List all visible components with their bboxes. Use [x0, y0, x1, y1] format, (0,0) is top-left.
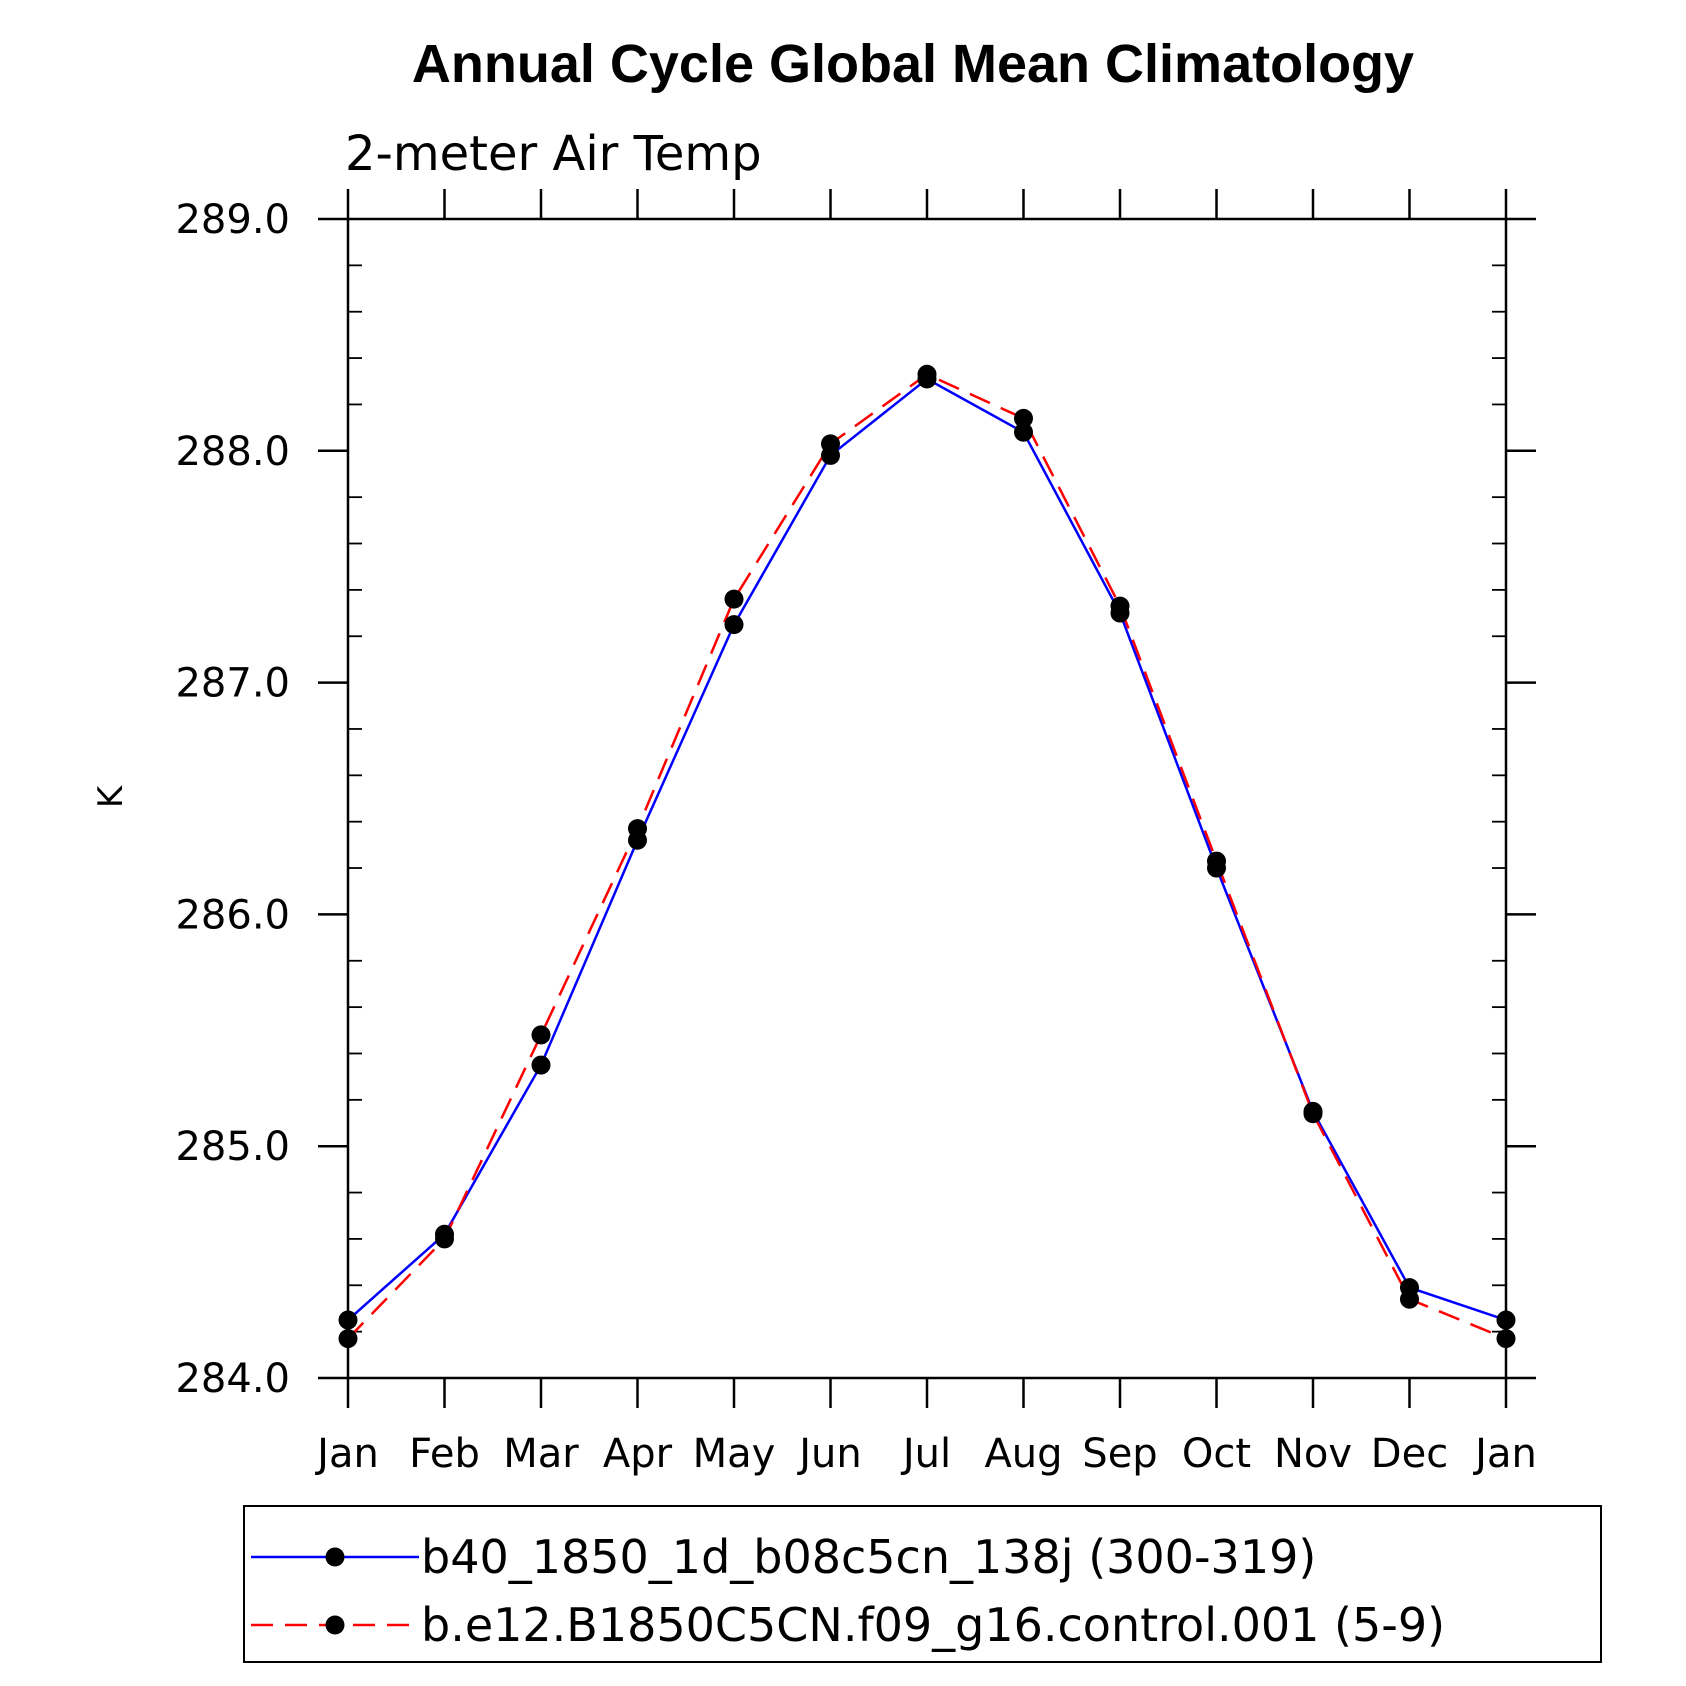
series-2-point: [628, 819, 647, 839]
series-1-point: [1496, 1310, 1516, 1330]
series-2-point: [821, 434, 840, 454]
x-tick-label: Jun: [796, 1431, 862, 1477]
plot-frame: [346, 217, 1508, 1380]
legend-box: [243, 1505, 1602, 1663]
x-tick-label: Jan: [1472, 1431, 1537, 1477]
series-2-point: [435, 1229, 454, 1249]
series-1-point: [338, 1310, 358, 1330]
y-tick-label: 285.0: [175, 1124, 290, 1170]
series-1-point: [1014, 422, 1033, 442]
y-tick-label: 287.0: [175, 661, 290, 707]
legend-label-2: b.e12.B1850C5CN.f09_g16.control.001 (5-9…: [421, 1598, 1445, 1652]
y-tick-label: 284.0: [175, 1356, 290, 1402]
x-tick-label: Aug: [984, 1431, 1062, 1477]
x-tick-label: May: [693, 1431, 776, 1477]
y-tick-label: 288.0: [175, 429, 290, 475]
chart-title: Annual Cycle Global Mean Climatology: [412, 34, 1414, 94]
series-line-1: [347, 377, 1507, 1322]
series-2-point: [1496, 1329, 1516, 1349]
series-2-point: [1207, 851, 1226, 871]
x-tick-label: Mar: [503, 1431, 579, 1477]
legend: b40_1850_1d_b08c5cn_138j (300-319) b.e12.…: [243, 1505, 1602, 1663]
series-2-point: [1110, 596, 1130, 616]
x-tick-label: Apr: [603, 1431, 673, 1477]
plot-border: [346, 217, 1508, 1380]
series-2-point: [338, 1329, 358, 1349]
series-2-point: [724, 589, 744, 609]
x-tick-label: Dec: [1371, 1431, 1448, 1477]
legend-label-1: b40_1850_1d_b08c5cn_138j (300-319): [421, 1530, 1316, 1584]
series-1-point: [724, 615, 744, 635]
y-tick-label: 289.0: [175, 197, 290, 243]
x-tick-label: Jan: [314, 1431, 379, 1477]
series-2-point: [1014, 408, 1033, 428]
legend-marker-1: [325, 1547, 345, 1567]
y-tick-label: 286.0: [175, 892, 290, 938]
chart-subtitle: 2-meter Air Temp: [345, 126, 762, 182]
series-1-point: [531, 1055, 551, 1075]
series-2-point: [1303, 1104, 1323, 1124]
x-tick-label: Nov: [1274, 1431, 1352, 1477]
legend-marker-2: [325, 1615, 345, 1635]
x-tick-label: Oct: [1182, 1431, 1251, 1477]
x-axis: Jan Feb Mar Apr May Jun Jul Aug Sep Oct Nov Dec Jan: [314, 189, 1537, 1477]
x-tick-label: Sep: [1082, 1431, 1157, 1477]
series-2-point: [917, 364, 937, 384]
x-tick-label: Jul: [900, 1431, 951, 1477]
series-2-point: [1400, 1289, 1419, 1309]
x-tick-label: Feb: [409, 1431, 480, 1477]
series-2-point: [531, 1025, 551, 1045]
y-axis-label: K: [91, 784, 131, 808]
y-axis: 284.0 285.0 286.0 287.0 288.0 289.0: [175, 197, 1536, 1402]
series-layer: [338, 364, 1516, 1349]
series-line-2: [347, 372, 1507, 1340]
